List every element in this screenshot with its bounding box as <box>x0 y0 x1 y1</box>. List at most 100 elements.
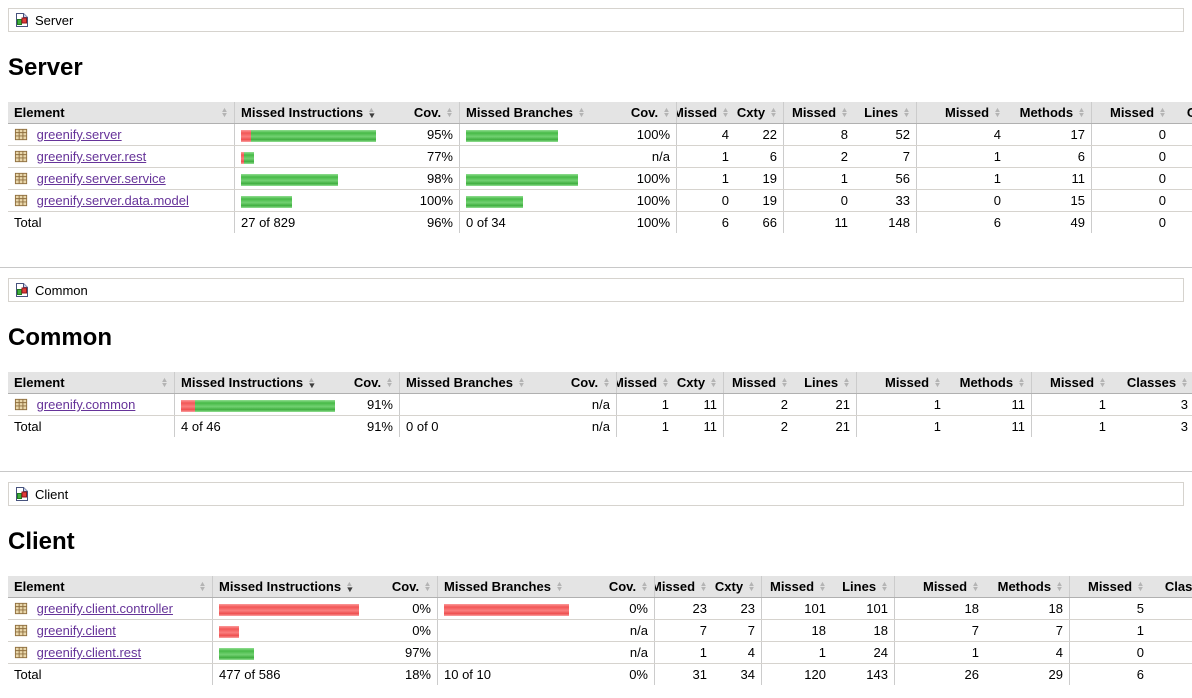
column-header-missed-11[interactable]: Missed ▲ ▼ <box>1069 576 1150 598</box>
coverage-table: Element ▲ ▼ Missed Instructions ▲ ▼ Cov. ▲ ▼ Miss… <box>8 102 1192 233</box>
counter-value: 1 <box>1069 619 1150 642</box>
breadcrumb-label: Server <box>35 12 74 28</box>
instructions-coverage-bar-cell <box>234 167 397 190</box>
package-link[interactable]: greenify.server.data.model <box>36 193 189 208</box>
column-header-cov[interactable]: Cov. ▲ ▼ <box>606 102 677 124</box>
column-header-missed-11[interactable]: Missed ▲ ▼ <box>1031 372 1112 394</box>
column-header-cxty-6[interactable]: Cxty ▲ ▼ <box>713 576 762 598</box>
column-label: Missed Branches <box>406 375 513 390</box>
total-instruction-coverage: 96% <box>426 215 453 230</box>
sort-arrows-icon: ▲ ▼ <box>818 580 827 593</box>
column-header-missed-5[interactable]: Missed ▲ ▼ <box>676 102 735 124</box>
sort-arrows-icon: ▲ ▼ <box>1136 580 1145 593</box>
package-link[interactable]: greenify.server.service <box>36 171 166 186</box>
column-header-cov[interactable]: Cov. ▲ ▼ <box>584 576 655 598</box>
total-counter-value: 7 <box>1150 664 1192 686</box>
column-header-missed-branches[interactable]: Missed Branches ▲ ▼ <box>437 576 584 598</box>
breadcrumb-label: Client <box>35 486 69 502</box>
column-header-cov[interactable]: Cov. ▲ ▼ <box>397 102 460 124</box>
header-row: Element ▲ ▼ Missed Instructions ▲ ▼ Cov. ▲ ▼ Miss… <box>8 576 1192 598</box>
column-header-element[interactable]: Element ▲ ▼ <box>8 576 213 598</box>
column-header-missed-11[interactable]: Missed ▲ ▼ <box>1091 102 1172 124</box>
column-header-cov[interactable]: Cov. ▲ ▼ <box>375 576 438 598</box>
column-header-cxty-6[interactable]: Cxty ▲ ▼ <box>675 372 724 394</box>
package-link[interactable]: greenify.server.rest <box>36 149 147 164</box>
column-label: Cov. <box>630 105 659 120</box>
package-link[interactable]: greenify.client.controller <box>36 601 173 616</box>
total-branch-coverage: 0% <box>629 667 648 682</box>
sort-arrows-icon: ▲ ▼ <box>721 106 730 119</box>
total-row: Total 4 of 46 91% 0 of 0 n/a 1 11 2 21 1 11 1 3 <box>8 415 1192 437</box>
column-label: Element <box>14 375 65 390</box>
column-header-missed-instructions[interactable]: Missed Instructions ▲ ▼ <box>174 372 337 394</box>
total-counter-value: 6 <box>676 211 735 233</box>
element-cell: greenify.server <box>8 123 235 146</box>
sort-arrows-icon: ▲ ▼ <box>993 106 1002 119</box>
total-missed-instructions: 27 of 829 <box>234 211 397 233</box>
column-header-missed-branches[interactable]: Missed Branches ▲ ▼ <box>459 102 606 124</box>
instructions-coverage-bar-cell <box>234 123 397 146</box>
package-link[interactable]: greenify.client.rest <box>36 645 142 660</box>
column-header-lines-8[interactable]: Lines ▲ ▼ <box>854 102 917 124</box>
sort-arrows-icon: ▲ ▼ <box>1098 376 1107 389</box>
counter-value: 4 <box>676 123 735 146</box>
column-label: Cov. <box>570 375 599 390</box>
column-header-cxty-6[interactable]: Cxty ▲ ▼ <box>735 102 784 124</box>
package-row: greenify.client.controller 0% 0% 23 23 101 101… <box>8 597 1192 620</box>
column-header-element[interactable]: Element ▲ ▼ <box>8 102 235 124</box>
covered-bar <box>244 151 254 164</box>
instruction-coverage-percent: 0% <box>375 619 438 642</box>
column-header-missed-9[interactable]: Missed ▲ ▼ <box>894 576 985 598</box>
column-header-missed-branches[interactable]: Missed Branches ▲ ▼ <box>399 372 546 394</box>
column-header-methods-10[interactable]: Methods ▲ ▼ <box>985 576 1070 598</box>
section-divider <box>0 471 1192 472</box>
branch-coverage-percent: 100% <box>606 167 677 190</box>
sort-arrows-icon: ▲ ▼ <box>445 106 454 119</box>
column-header-classes-12[interactable]: Classes▲▼ <box>1172 102 1192 124</box>
column-label: Lines <box>804 375 839 390</box>
column-header-methods-10[interactable]: Methods ▲ ▼ <box>1007 102 1092 124</box>
counter-value: 1 <box>654 641 713 664</box>
column-header-classes-12[interactable]: Classes▲▼ <box>1112 372 1192 394</box>
sort-arrows-icon: ▲ ▼ <box>385 376 394 389</box>
package-link[interactable]: greenify.common <box>36 397 136 412</box>
counter-value: 7 <box>713 619 762 642</box>
counter-value: 11 <box>675 393 724 416</box>
column-header-cov[interactable]: Cov. ▲ ▼ <box>337 372 400 394</box>
section-heading: Common <box>8 324 112 351</box>
column-header-missed-5[interactable]: Missed ▲ ▼ <box>654 576 713 598</box>
column-header-lines-8[interactable]: Lines ▲ ▼ <box>832 576 895 598</box>
column-header-missed-instructions[interactable]: Missed Instructions ▲ ▼ <box>234 102 397 124</box>
branches-coverage-bar-cell <box>459 167 606 190</box>
total-counter-value: 0 <box>1091 211 1172 233</box>
column-header-missed-7[interactable]: Missed ▲ ▼ <box>723 372 794 394</box>
column-header-element[interactable]: Element ▲ ▼ <box>8 372 175 394</box>
column-label: Missed <box>654 579 696 594</box>
counter-value: 1 <box>783 167 854 190</box>
package-link[interactable]: greenify.server <box>36 127 122 142</box>
column-header-lines-8[interactable]: Lines ▲ ▼ <box>794 372 857 394</box>
counter-value: 1 <box>616 393 675 416</box>
counter-value: 4 <box>916 123 1007 146</box>
sort-arrows-icon: ▲ ▼ <box>160 376 169 389</box>
column-header-missed-5[interactable]: Missed ▲ ▼ <box>616 372 675 394</box>
column-header-missed-7[interactable]: Missed ▲ ▼ <box>783 102 854 124</box>
section-heading: Client <box>8 528 75 555</box>
column-header-cov[interactable]: Cov. ▲ ▼ <box>546 372 617 394</box>
total-branch-coverage: n/a <box>591 419 610 434</box>
branch-coverage-percent: n/a <box>546 393 617 416</box>
column-header-missed-9[interactable]: Missed ▲ ▼ <box>916 102 1007 124</box>
package-link[interactable]: greenify.client <box>36 623 116 638</box>
report-section: Server Server Element ▲ ▼ Missed Instructio… <box>8 8 1192 233</box>
column-label: Missed <box>944 105 990 120</box>
column-header-missed-instructions[interactable]: Missed Instructions ▲ ▼ <box>212 576 375 598</box>
column-header-methods-10[interactable]: Methods ▲ ▼ <box>947 372 1032 394</box>
total-counter-value: 34 <box>740 667 755 682</box>
column-header-missed-9[interactable]: Missed ▲ ▼ <box>856 372 947 394</box>
element-cell: greenify.client <box>8 619 213 642</box>
column-header-missed-7[interactable]: Missed ▲ ▼ <box>761 576 832 598</box>
column-header-classes-12[interactable]: Classes▲▼ <box>1150 576 1192 598</box>
total-row: Total 477 of 586 18% 10 of 10 0% 31 34 120 143 26… <box>8 663 1192 686</box>
element-cell: greenify.client.controller <box>8 597 213 620</box>
sort-arrows-icon: ▲ ▼ <box>840 106 849 119</box>
